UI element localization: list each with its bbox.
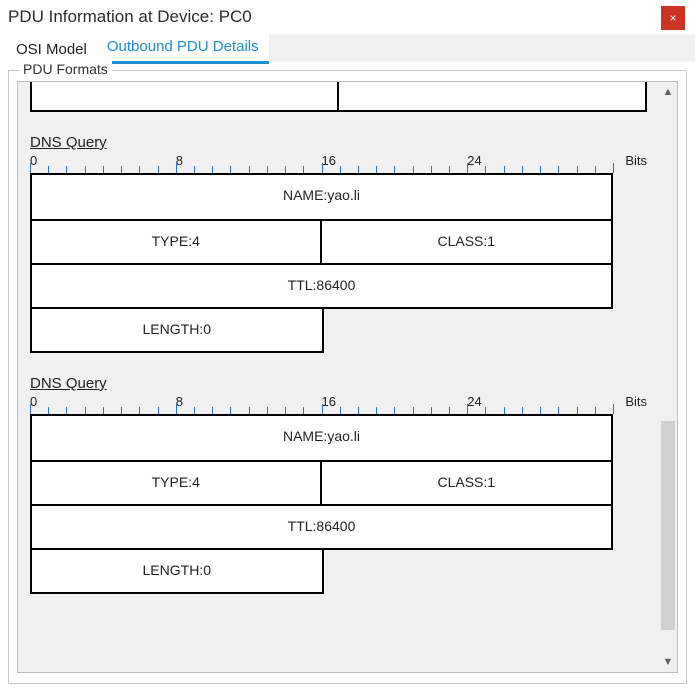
prev-left-cell	[32, 82, 339, 110]
close-icon: ×	[669, 11, 676, 25]
tabstrip-background	[269, 34, 695, 62]
dns-query-2-table: NAME:yao.li TYPE:4 CLASS:1 TTL:86400	[30, 414, 613, 550]
q1-name-cell: NAME:yao.li	[32, 175, 611, 219]
q1-ttl-cell: TTL:86400	[32, 265, 611, 307]
q2-type-cell: TYPE:4	[32, 462, 322, 504]
tab-bar: OSI Model Outbound PDU Details	[0, 34, 695, 64]
ruler2-bits-label: Bits	[625, 394, 647, 409]
q1-class-cell: CLASS:1	[322, 221, 612, 263]
q1-length-cell: LENGTH:0	[32, 309, 322, 351]
fieldset-legend: PDU Formats	[19, 61, 112, 77]
dns-query-1-table: NAME:yao.li TYPE:4 CLASS:1 TTL:86400	[30, 173, 613, 309]
ruler-ticks-2	[30, 404, 613, 414]
q2-name-cell: NAME:yao.li	[32, 416, 611, 460]
dns-query-1-title: DNS Query	[30, 134, 647, 151]
dns-query-2-title: DNS Query	[30, 375, 647, 392]
pdu-formats-fieldset: PDU Formats DNS Query 0 8 16 24 Bits NAM…	[8, 70, 687, 684]
ruler-ticks-1	[30, 163, 613, 173]
close-button[interactable]: ×	[661, 6, 685, 30]
window-title: PDU Information at Device: PC0	[8, 7, 252, 27]
pdu-scroll-container: DNS Query 0 8 16 24 Bits NAME:yao.li TYP…	[17, 81, 678, 673]
bit-ruler-1: 0 8 16 24 Bits	[30, 153, 647, 173]
scroll-up-arrow[interactable]: ▲	[663, 82, 674, 102]
q2-length-row: LENGTH:0	[30, 550, 324, 594]
scroll-thumb[interactable]	[661, 421, 675, 630]
prev-block-partial	[30, 82, 647, 112]
scroll-track[interactable]	[659, 102, 677, 652]
scroll-down-arrow[interactable]: ▼	[663, 652, 674, 672]
vertical-scrollbar[interactable]: ▲ ▼	[659, 82, 677, 672]
prev-right-cell	[339, 82, 646, 110]
pdu-content: DNS Query 0 8 16 24 Bits NAME:yao.li TYP…	[18, 82, 659, 672]
q2-ttl-cell: TTL:86400	[32, 506, 611, 548]
bit-ruler-2: 0 8 16 24 Bits	[30, 394, 647, 414]
q2-length-cell: LENGTH:0	[32, 550, 322, 592]
q1-type-cell: TYPE:4	[32, 221, 322, 263]
window-titlebar: PDU Information at Device: PC0	[0, 0, 695, 34]
tab-outbound-pdu-details[interactable]: Outbound PDU Details	[97, 34, 269, 64]
q2-class-cell: CLASS:1	[322, 462, 612, 504]
q1-length-row: LENGTH:0	[30, 309, 324, 353]
tab-osi-model[interactable]: OSI Model	[6, 37, 97, 64]
ruler-bits-label: Bits	[625, 153, 647, 168]
